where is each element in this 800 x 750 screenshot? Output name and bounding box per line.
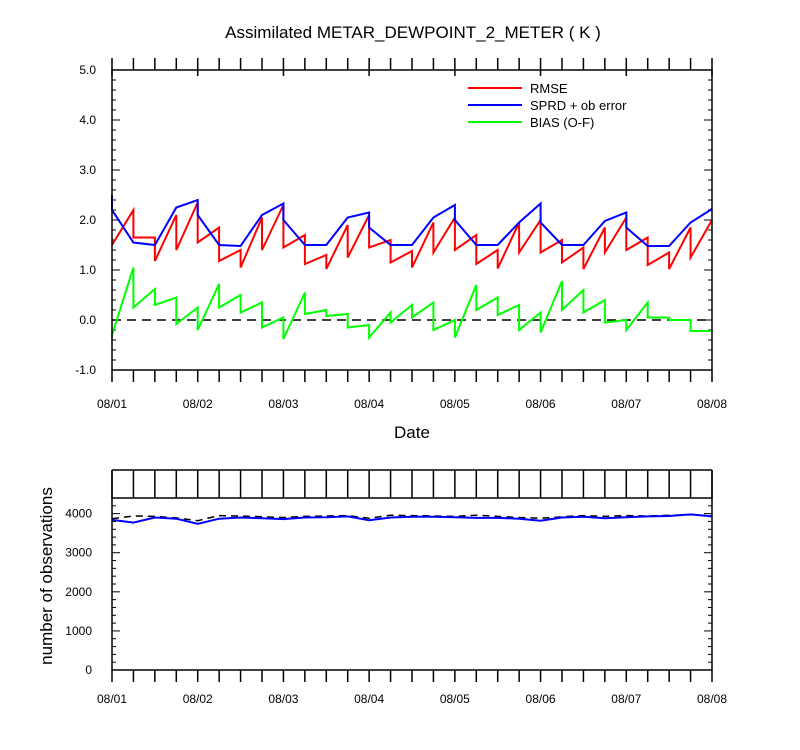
y-tick-label: -1.0 (75, 363, 96, 377)
bottom-plot-frame (111, 497, 713, 671)
bottom-y-tick-labels: 0 1000 2000 3000 4000 (65, 507, 92, 677)
bottom-x-tick-label: 08/05 (440, 692, 470, 706)
y-tick-label: 0.0 (79, 313, 96, 327)
series-line-bias-o-f (111, 267, 712, 341)
x-tick-label: 08/01 (97, 397, 127, 411)
y-tick-label: 2.0 (79, 213, 96, 227)
top-y-tick-labels: -1.0 0.0 1.0 2.0 3.0 4.0 5.0 (75, 63, 96, 377)
bottom-x-tick-label: 08/08 (697, 692, 727, 706)
y-tick-label: 5.0 (79, 63, 96, 77)
bottom-x-tick-label: 08/06 (526, 692, 556, 706)
top-plot-frame (111, 69, 713, 371)
bottom-x-tick-label: 08/07 (611, 692, 641, 706)
legend-label-bias-o-f: BIAS (O-F) (530, 115, 594, 130)
rmse-panel: Assimilated METAR_DEWPOINT_2_METER ( K )… (75, 23, 727, 442)
top-x-tick-labels: 08/01 08/02 08/03 08/04 08/05 08/06 08/07 08/08 (97, 397, 727, 411)
x-tick-label: 08/04 (354, 397, 384, 411)
used-observations-line (111, 513, 713, 525)
y-axis-title: number of observations (37, 487, 56, 665)
x-tick-label: 08/02 (183, 397, 213, 411)
bottom-x-tick-label: 08/03 (268, 692, 298, 706)
x-tick-label: 08/08 (697, 397, 727, 411)
y-tick-label: 4.0 (79, 113, 96, 127)
x-tick-label: 08/03 (268, 397, 298, 411)
legend: RMSE SPRD + ob error BIAS (O-F) (468, 81, 627, 130)
x-tick-label: 08/06 (526, 397, 556, 411)
bottom-y-tick-label: 3000 (65, 546, 92, 560)
bottom-x-tick-label: 08/02 (183, 692, 213, 706)
series-line-sprd-ob-error (111, 195, 713, 248)
bottom-y-tick-label: 2000 (65, 585, 92, 599)
legend-label-rmse: RMSE (530, 81, 568, 96)
x-tick-label: 08/07 (611, 397, 641, 411)
bottom-x-tick-labels: 08/01 08/02 08/03 08/04 08/05 08/06 08/07 08/08 (97, 692, 727, 706)
possible-observations-line (111, 514, 713, 522)
top-series-lines (111, 195, 713, 341)
bottom-y-tick-label: 0 (85, 663, 92, 677)
bottom-panel-ticks (111, 469, 713, 682)
x-tick-label: 08/05 (440, 397, 470, 411)
y-tick-label: 1.0 (79, 263, 96, 277)
chart-title: Assimilated METAR_DEWPOINT_2_METER ( K ) (225, 23, 601, 42)
x-axis-title: Date (394, 423, 430, 442)
bottom-x-tick-label: 08/01 (97, 692, 127, 706)
bottom-y-tick-label: 1000 (65, 624, 92, 638)
bottom-y-tick-label: 4000 (65, 507, 92, 521)
y-tick-label: 3.0 (79, 163, 96, 177)
series-line-rmse (111, 202, 713, 270)
bottom-series-lines (111, 513, 713, 525)
bottom-x-tick-label: 08/04 (354, 692, 384, 706)
legend-label-sprd-ob-error: SPRD + ob error (530, 98, 627, 113)
